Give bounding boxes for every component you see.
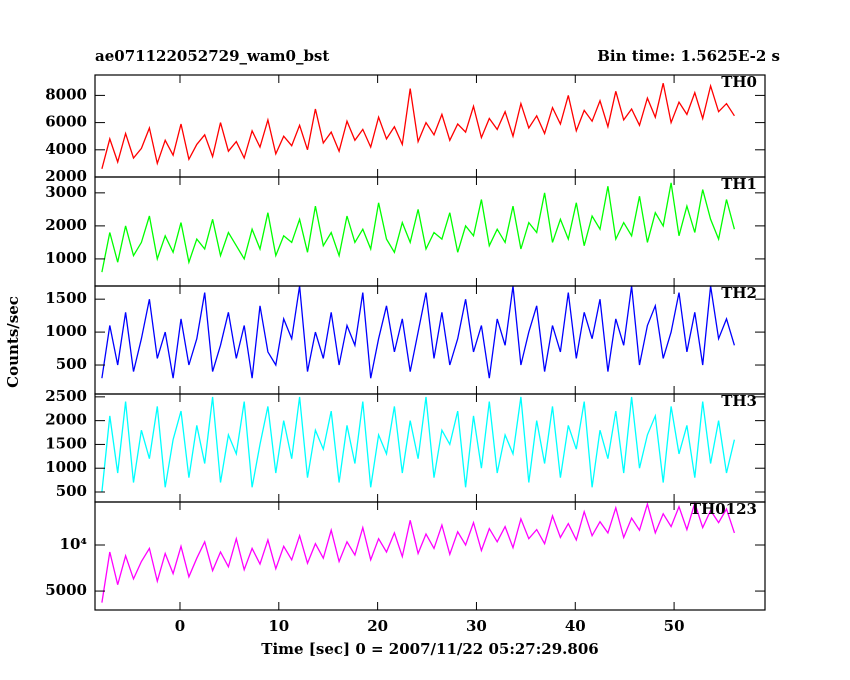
y-tick-label: 10⁴ <box>60 535 88 553</box>
y-tick-label: 8000 <box>45 85 87 103</box>
light-curve <box>101 502 736 603</box>
bin-time: Bin time: 1.5625E-2 s <box>597 47 780 65</box>
panel-frame <box>94 176 766 287</box>
y-tick-label: 500 <box>56 355 87 373</box>
light-curve <box>101 286 736 379</box>
x-tick-label: 40 <box>565 617 586 635</box>
y-tick-label: 4000 <box>45 140 87 158</box>
y-tick-label: 6000 <box>45 113 87 131</box>
panel-label: TH1 <box>721 175 757 193</box>
x-tick-label: 10 <box>268 617 289 635</box>
y-tick-label: 1000 <box>45 458 87 476</box>
y-tick-label: 1500 <box>45 434 87 452</box>
y-tick-label: 1500 <box>45 289 87 307</box>
y-tick-label: 3000 <box>45 183 87 201</box>
panel-label: TH2 <box>721 284 757 302</box>
chart-title: ae071122052729_wam0_bst <box>95 47 329 65</box>
y-tick-label: 1000 <box>45 249 87 267</box>
x-axis-label: Time [sec] 0 = 2007/11/22 05:27:29.806 <box>261 640 598 658</box>
panel-label: TH0123 <box>690 500 757 518</box>
panel-label: TH0 <box>721 73 757 91</box>
panel-frame <box>94 393 766 503</box>
y-tick-label: 5000 <box>45 581 87 599</box>
y-tick-label: 500 <box>56 482 87 500</box>
x-tick-label: 30 <box>466 617 487 635</box>
y-tick-label: 2500 <box>45 387 87 405</box>
panel-frame <box>94 285 766 395</box>
light-curve <box>101 182 736 273</box>
x-tick-label: 50 <box>664 617 685 635</box>
y-tick-label: 2000 <box>45 411 87 429</box>
panel-frame <box>94 501 766 611</box>
y-axis-label: Counts/sec <box>4 296 22 388</box>
panel-label: TH3 <box>721 392 757 410</box>
light-curve <box>101 396 736 493</box>
x-tick-label: 20 <box>367 617 388 635</box>
x-tick-label: 0 <box>175 617 185 635</box>
y-tick-label: 2000 <box>45 216 87 234</box>
light-curve <box>101 83 735 169</box>
y-tick-label: 1000 <box>45 322 87 340</box>
y-tick-label: 2000 <box>45 167 87 185</box>
